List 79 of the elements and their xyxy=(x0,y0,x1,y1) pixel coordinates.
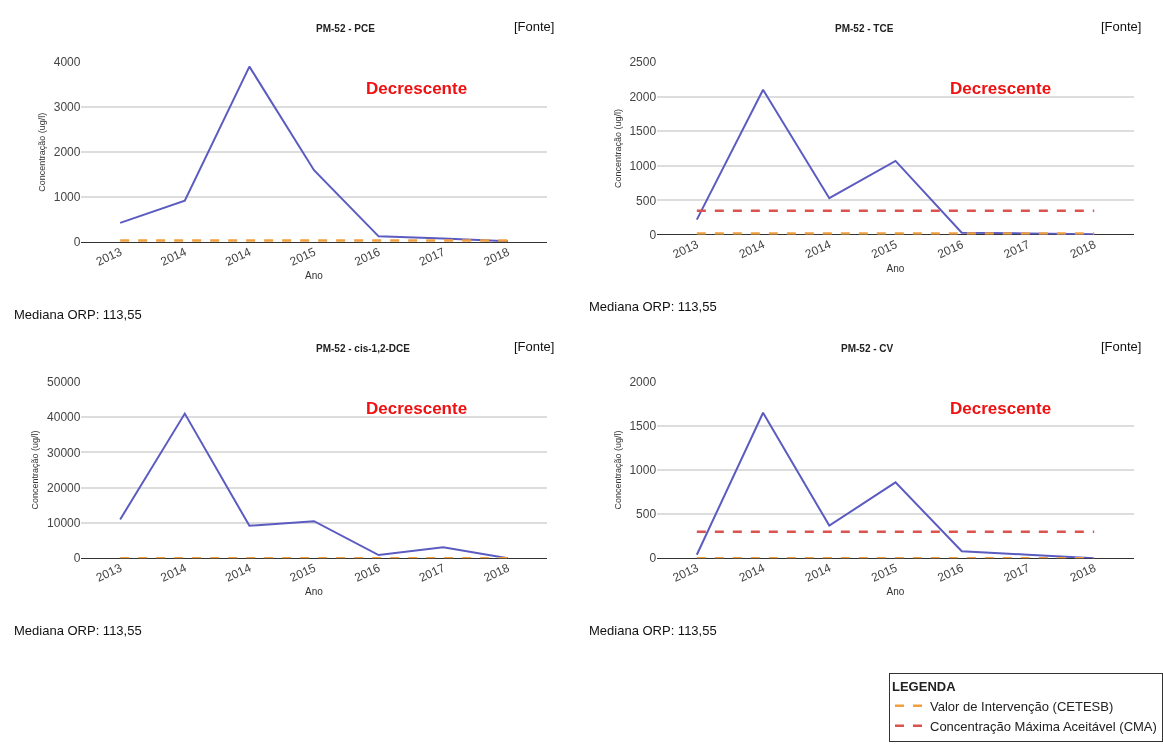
x-tick-label: 2017 xyxy=(1001,237,1033,262)
y-tick-label: 0 xyxy=(649,551,657,566)
y-tick-label: 0 xyxy=(73,235,81,250)
x-tick-label: 2017 xyxy=(416,560,448,585)
y-tick-label: 10000 xyxy=(47,516,81,531)
annotation: Decrescente xyxy=(366,399,468,418)
chart-title: PM-52 - cis-1,2-DCE xyxy=(316,343,411,354)
y-tick-label: 2000 xyxy=(629,375,657,390)
y-tick-label: 1500 xyxy=(629,419,657,434)
x-tick-label: 2018 xyxy=(481,560,512,585)
x-axis-title: Ano xyxy=(886,586,905,598)
x-axis-title: Ano xyxy=(305,586,324,598)
text: Mediana ORP: 113,55 xyxy=(589,623,717,638)
y-tick-label: 1000 xyxy=(629,158,657,173)
text: [Fonte] xyxy=(514,19,555,34)
y-tick-label: 20000 xyxy=(47,480,81,495)
y-tick-label: 2000 xyxy=(629,89,657,104)
x-tick-label: 2016 xyxy=(352,244,383,269)
y-tick-label: 0 xyxy=(649,228,657,243)
legend-label: Valor de Intervenção (CETESB) xyxy=(930,698,1114,714)
y-tick-label: 2500 xyxy=(629,55,657,70)
line-series xyxy=(119,65,509,243)
annotation: Decrescente xyxy=(950,79,1052,98)
y-tick-label: 500 xyxy=(636,193,657,208)
x-tick-label: 2013 xyxy=(670,560,701,585)
y-tick-label: 500 xyxy=(636,507,657,522)
line-series xyxy=(119,412,509,559)
y-tick-label: 3000 xyxy=(53,100,81,115)
x-tick-label: 2017 xyxy=(1001,560,1033,585)
x-tick-label: 2014 xyxy=(223,560,254,585)
x-tick-label: 2018 xyxy=(1067,237,1099,262)
x-tick-label: 2016 xyxy=(935,237,966,262)
text: [Fonte] xyxy=(514,339,555,354)
x-tick-label: 2013 xyxy=(93,560,125,585)
x-axis-title: Ano xyxy=(305,270,324,282)
legend-title: LEGENDA xyxy=(892,678,957,694)
y-tick-label: 2000 xyxy=(53,145,81,160)
y-axis-title: Concentração (ug/l) xyxy=(612,108,623,189)
y-axis-title: Concentração (ug/l) xyxy=(30,430,41,510)
x-tick-label: 2015 xyxy=(287,244,319,269)
x-tick-label: 2015 xyxy=(869,560,900,585)
text: [Fonte] xyxy=(1101,19,1142,34)
text: Mediana ORP: 113,55 xyxy=(14,307,142,322)
y-tick-label: 1000 xyxy=(53,190,81,205)
x-axis-title: Ano xyxy=(886,262,905,274)
x-tick-label: 2016 xyxy=(352,560,383,585)
x-tick-label: 2015 xyxy=(287,560,319,585)
x-tick-label: 2014 xyxy=(158,560,189,585)
x-tick-label: 2014 xyxy=(802,237,834,262)
y-tick-label: 0 xyxy=(73,551,81,566)
x-tick-label: 2014 xyxy=(158,244,189,269)
y-tick-label: 30000 xyxy=(47,445,81,460)
x-tick-label: 2014 xyxy=(802,560,834,585)
x-tick-label: 2013 xyxy=(670,237,701,262)
y-tick-label: 50000 xyxy=(47,375,81,390)
x-tick-label: 2013 xyxy=(93,244,125,269)
x-tick-label: 2015 xyxy=(869,237,900,262)
x-tick-label: 2018 xyxy=(481,244,512,269)
x-tick-label: 2016 xyxy=(935,560,966,585)
x-tick-label: 2018 xyxy=(1067,560,1099,585)
annotation: Decrescente xyxy=(366,79,468,98)
x-tick-label: 2014 xyxy=(223,244,254,269)
legend-label: Concentração Máxima Aceitável (CMA) xyxy=(930,718,1157,734)
y-tick-label: 1500 xyxy=(629,124,657,139)
y-axis-title: Concentração (ug/l) xyxy=(612,430,623,510)
y-tick-label: 40000 xyxy=(47,410,81,425)
text: Mediana ORP: 113,55 xyxy=(589,299,717,314)
x-tick-label: 2014 xyxy=(736,237,768,262)
x-tick-label: 2017 xyxy=(416,244,448,269)
text: [Fonte] xyxy=(1101,339,1142,354)
y-tick-label: 1000 xyxy=(629,463,657,478)
text: Mediana ORP: 113,55 xyxy=(14,623,142,638)
y-axis-title: Concentração (ug/l) xyxy=(37,112,48,192)
chart-title: PM-52 - CV xyxy=(841,343,894,354)
chart-title: PM-52 - TCE xyxy=(835,23,894,34)
y-tick-label: 4000 xyxy=(53,55,81,70)
chart-title: PM-52 - PCE xyxy=(316,23,376,34)
annotation: Decrescente xyxy=(950,399,1052,418)
x-tick-label: 2014 xyxy=(736,560,768,585)
